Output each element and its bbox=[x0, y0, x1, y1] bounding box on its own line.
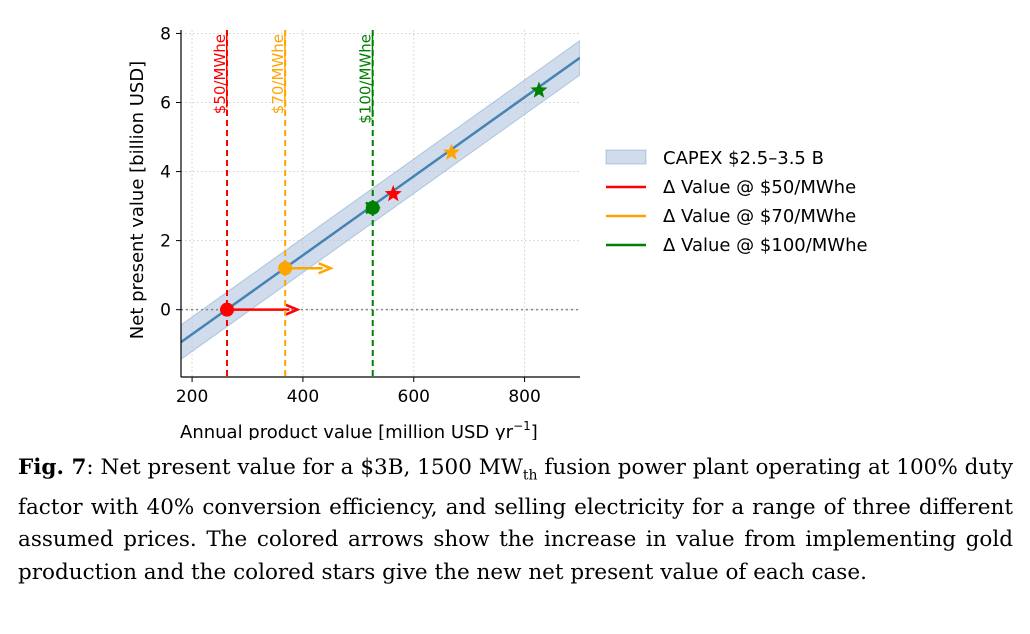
legend: CAPEX $2.5–3.5 B Δ Value @ $50/MWhe Δ Valu… bbox=[605, 148, 868, 256]
y-tick-label: 4 bbox=[160, 163, 171, 183]
start-point-1 bbox=[278, 261, 293, 276]
start-point-0 bbox=[219, 302, 234, 317]
new-npv-star-2 bbox=[530, 81, 548, 98]
legend-label-2: Δ Value @ $70/MWhe bbox=[663, 206, 856, 227]
caption-text-before: : Net present value for a $3B, 1500 MW bbox=[86, 455, 523, 480]
x-tick-label: 800 bbox=[508, 387, 540, 407]
plot-area bbox=[181, 30, 580, 377]
legend-label-3: Δ Value @ $100/MWhe bbox=[663, 235, 868, 256]
caption-text-after: fusion power plant operating at 100% dut… bbox=[18, 455, 1013, 585]
y-tick-label: 2 bbox=[160, 232, 171, 252]
y-axis-label: Net present value [billion USD] bbox=[127, 61, 148, 339]
figure-caption: Fig. 7: Net present value for a $3B, 150… bbox=[18, 452, 1013, 589]
legend-label-0: CAPEX $2.5–3.5 B bbox=[663, 148, 824, 169]
x-tick-label: 400 bbox=[287, 387, 319, 407]
y-tick-label: 0 bbox=[160, 301, 171, 321]
price-line-label-0: $50/MWhe bbox=[211, 34, 229, 114]
start-point-2 bbox=[365, 200, 380, 215]
caption-label: Fig. 7 bbox=[18, 455, 87, 480]
x-tick-label: 600 bbox=[398, 387, 430, 407]
legend-label-1: Δ Value @ $50/MWhe bbox=[663, 177, 856, 198]
price-line-label-1: $70/MWhe bbox=[269, 34, 287, 114]
new-npv-star-0 bbox=[384, 185, 402, 202]
npv-line bbox=[181, 56, 580, 344]
y-tick-label: 8 bbox=[160, 24, 171, 44]
caption-subscript: th bbox=[522, 467, 538, 484]
new-npv-star-1 bbox=[442, 143, 460, 160]
legend-swatch-band bbox=[605, 149, 647, 165]
npv-chart: $50/MWhe $70/MWhe $100/MWhe 200 400 600 800 0 2 4… bbox=[127, 24, 868, 440]
y-tick-label: 6 bbox=[160, 94, 171, 114]
x-axis-label: Annual product value [million USD yr−1] bbox=[180, 419, 538, 440]
axes: $50/MWhe $70/MWhe $100/MWhe 200 400 600 800 0 2 4… bbox=[160, 24, 580, 407]
value-arrowhead-0 bbox=[284, 303, 301, 316]
price-line-label-2: $100/MWhe bbox=[357, 34, 375, 124]
x-tick-label: 200 bbox=[176, 387, 208, 407]
value-arrowhead-1 bbox=[318, 262, 334, 275]
